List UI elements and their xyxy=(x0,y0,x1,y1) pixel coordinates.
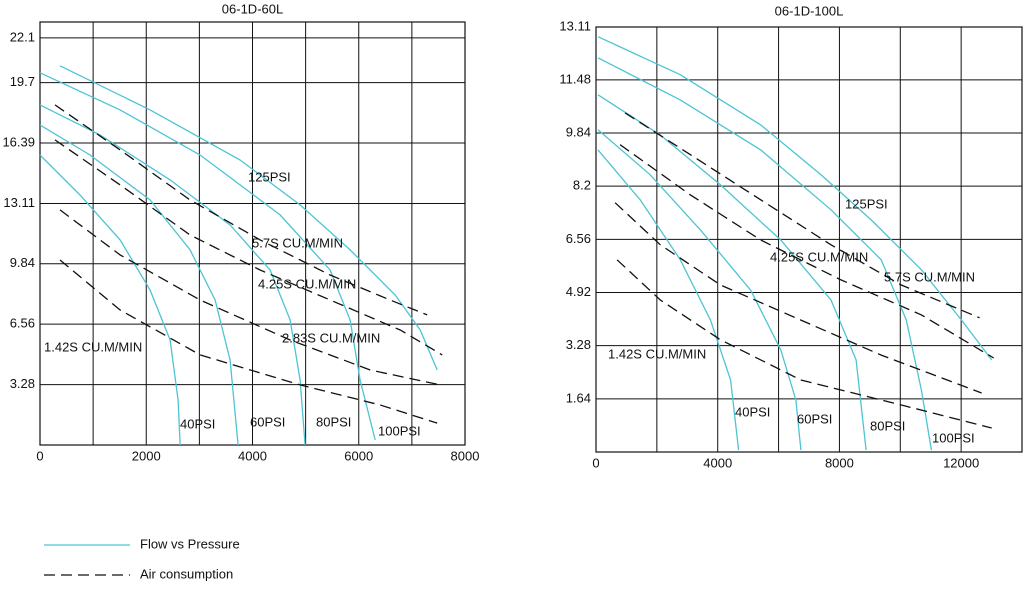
air-consumption-line xyxy=(54,104,428,316)
series-label: 80PSI xyxy=(870,418,905,433)
series-label: 5.7S CU.M/MIN xyxy=(884,269,975,284)
x-tick-label: 0 xyxy=(36,448,43,463)
x-tick-label: 8000 xyxy=(451,448,480,463)
y-tick-label: 8.2 xyxy=(573,178,591,193)
plot-frame xyxy=(595,26,1023,453)
y-tick-label: 9.84 xyxy=(10,255,35,270)
chart-title: 06-1D-100L xyxy=(775,3,844,18)
series-label: 40PSI xyxy=(180,416,215,431)
y-tick-label: 1.64 xyxy=(566,390,591,405)
x-tick-label: 8000 xyxy=(825,455,854,470)
air-consumption-line xyxy=(616,259,992,429)
series-label: 100PSI xyxy=(378,423,421,438)
series-label: 4.25S CU.M/MIN xyxy=(258,276,356,291)
y-tick-label: 16.39 xyxy=(2,134,35,149)
series-label: 60PSI xyxy=(797,411,832,426)
series-label: 1.42S CU.M/MIN xyxy=(44,339,142,354)
series-label: 80PSI xyxy=(316,414,351,429)
series-label: 5.7S CU.M/MIN xyxy=(252,235,343,250)
air-consumption-line xyxy=(54,139,443,356)
flow-line xyxy=(597,36,993,361)
series-label: 100PSI xyxy=(932,430,975,445)
series-label: 60PSI xyxy=(250,414,285,429)
series-label: 2.83S CU.M/MIN xyxy=(282,330,380,345)
flow-line xyxy=(39,124,239,446)
x-tick-label: 2000 xyxy=(132,448,161,463)
flow-line xyxy=(39,154,181,446)
plot-frame xyxy=(39,21,466,446)
y-tick-label: 3.28 xyxy=(10,376,35,391)
air-consumption-line xyxy=(614,202,982,394)
x-tick-label: 0 xyxy=(592,455,599,470)
y-tick-label: 13.11 xyxy=(3,195,35,210)
y-tick-label: 4.92 xyxy=(566,284,591,299)
y-tick-label: 11.48 xyxy=(559,71,591,86)
x-tick-label: 4000 xyxy=(238,448,267,463)
y-tick-label: 3.28 xyxy=(566,337,591,352)
x-tick-label: 12000 xyxy=(943,455,979,470)
y-tick-label: 6.56 xyxy=(10,316,35,331)
flow-line xyxy=(39,72,376,441)
air-consumption-line xyxy=(59,209,441,386)
y-tick-label: 9.84 xyxy=(566,124,591,139)
legend-label: Flow vs Pressure xyxy=(140,536,240,551)
chart-title: 06-1D-60L xyxy=(222,1,283,16)
flow-line xyxy=(59,65,438,371)
air-consumption-line xyxy=(619,144,995,359)
series-label: 125PSI xyxy=(248,169,291,184)
y-tick-label: 6.56 xyxy=(566,231,591,246)
series-label: 40PSI xyxy=(735,404,770,419)
series-label: 1.42S CU.M/MIN xyxy=(608,346,706,361)
legend-label: Air consumption xyxy=(140,566,233,581)
flow-line xyxy=(597,149,740,451)
x-tick-label: 6000 xyxy=(344,448,373,463)
flow-line xyxy=(597,129,802,451)
series-label: 4.25S CU.M/MIN xyxy=(770,249,868,264)
air-consumption-line xyxy=(59,259,438,424)
x-tick-label: 4000 xyxy=(703,455,732,470)
air-consumption-line xyxy=(624,112,980,319)
y-tick-label: 13.11 xyxy=(559,18,591,33)
flow-line xyxy=(39,104,306,446)
series-label: 125PSI xyxy=(845,196,888,211)
y-tick-label: 19.7 xyxy=(10,74,35,89)
y-tick-label: 22.1 xyxy=(10,29,35,44)
flow-line xyxy=(597,57,933,451)
